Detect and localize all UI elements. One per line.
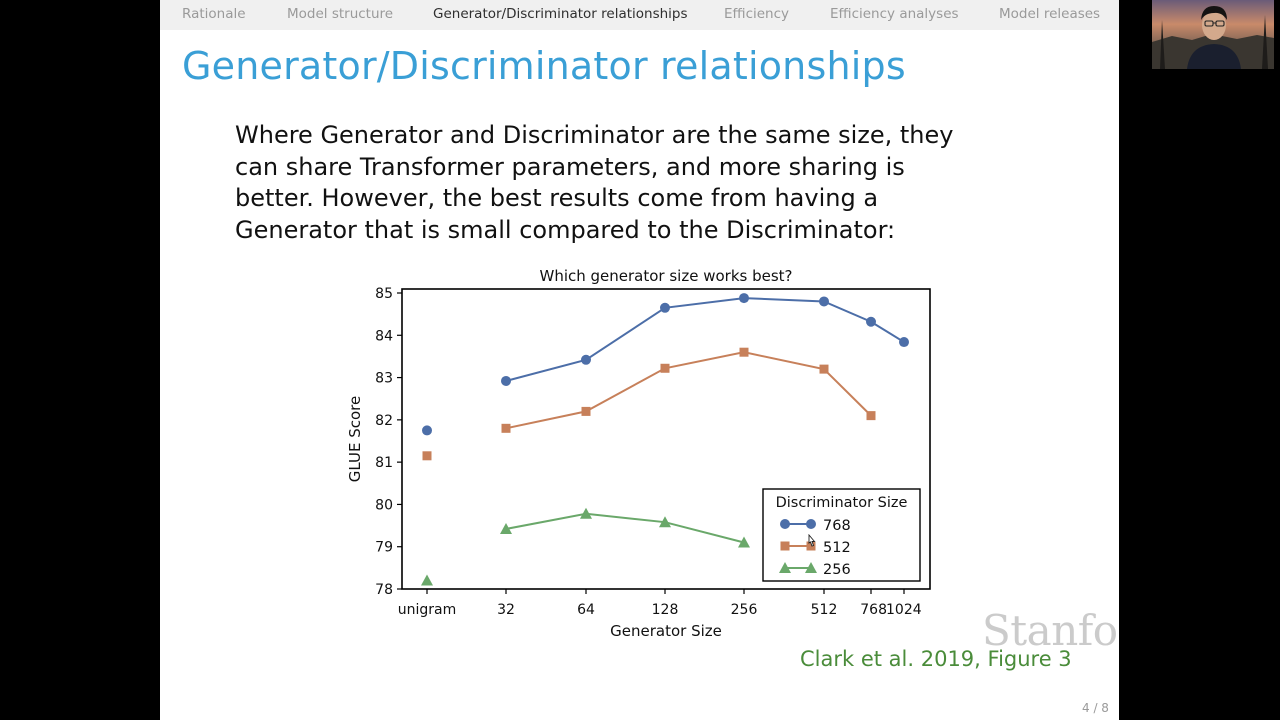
series-line-512 (505, 351, 872, 430)
nav-item-rationale[interactable]: Rationale (182, 6, 246, 22)
x-axis-label: Generator Size (610, 622, 722, 640)
body-line: better. However, the best results come f… (235, 184, 879, 212)
data-point-256 (580, 507, 592, 519)
legend-marker-256 (779, 562, 791, 573)
data-point-512 (866, 411, 876, 421)
legend-label-768: 768 (823, 518, 851, 534)
figure-citation: Clark et al. 2019, Figure 3 (800, 647, 1072, 671)
x-tick-label: unigram (398, 602, 457, 618)
data-point-768 (422, 425, 432, 436)
chart-frame (401, 288, 931, 590)
legend-marker-256 (805, 562, 817, 573)
y-tick-label: 79 (375, 540, 393, 556)
body-line: Where Generator and Discriminator are th… (235, 121, 954, 149)
slide-body-text: Where Generator and Discriminator are th… (235, 120, 1055, 246)
data-point-512 (422, 451, 432, 461)
y-tick-label: 84 (375, 328, 393, 344)
y-axis-label: GLUE Score (346, 396, 364, 482)
body-line: can share Transformer parameters, and mo… (235, 152, 905, 181)
x-tick-label: 768 (860, 602, 887, 618)
y-tick-label: 80 (375, 497, 393, 513)
data-point-768 (866, 316, 876, 327)
slide-title: Generator/Discriminator relationships (182, 44, 906, 88)
data-point-512 (660, 363, 670, 373)
series-line-768 (505, 297, 905, 382)
nav-item-model-releases[interactable]: Model releases (999, 6, 1101, 22)
section-navigation-bar: Rationale Model structure Generator/Disc… (160, 0, 1119, 30)
mouse-cursor-icon (806, 533, 818, 552)
data-point-512 (739, 347, 749, 357)
body-line: Generator that is small compared to the … (235, 215, 896, 244)
y-tick-label: 85 (375, 286, 393, 302)
x-tick-label: 256 (731, 602, 758, 618)
x-tick-label: 32 (497, 602, 515, 618)
presenter-video-icon (1152, 0, 1274, 69)
chart-title: Which generator size works best? (539, 267, 792, 285)
legend-label-256: 256 (823, 562, 851, 578)
data-point-768 (581, 354, 591, 365)
legend-label-512: 512 (823, 540, 851, 556)
legend-marker-512 (806, 541, 816, 551)
x-tick-label: 64 (577, 602, 595, 618)
series-line-256 (505, 512, 745, 544)
x-tick-label: 128 (652, 602, 679, 618)
x-tick-label: 512 (811, 602, 838, 618)
data-point-768 (501, 375, 511, 386)
y-tick-label: 83 (375, 371, 393, 387)
nav-item-model-structure[interactable]: Model structure (287, 6, 394, 22)
y-tick-label: 81 (375, 455, 393, 471)
data-point-768 (819, 296, 829, 307)
data-point-256 (659, 516, 671, 528)
y-tick-label: 82 (375, 413, 393, 429)
slide: Rationale Model structure Generator/Disc… (160, 0, 1119, 720)
data-point-512 (581, 406, 591, 416)
presenter-webcam (1152, 0, 1274, 69)
data-point-768 (899, 337, 909, 348)
y-tick-label: 78 (375, 582, 393, 598)
nav-item-efficiency-analyses[interactable]: Efficiency analyses (830, 6, 959, 22)
legend-marker-768 (806, 519, 816, 529)
legend-marker-768 (780, 519, 790, 529)
data-point-768 (739, 293, 749, 304)
nav-item-generator-discriminator[interactable]: Generator/Discriminator relationships (433, 6, 688, 22)
data-point-512 (501, 423, 511, 433)
data-point-256 (421, 574, 433, 586)
glue-score-chart: Which generator size works best? 78 79 80 81… (346, 267, 931, 640)
data-point-256 (500, 522, 512, 534)
stanford-watermark: Stanford (982, 606, 1119, 655)
data-point-512 (819, 364, 829, 374)
page-number: 4 / 8 (1082, 701, 1109, 715)
legend-title: Discriminator Size (776, 495, 908, 511)
nav-item-efficiency[interactable]: Efficiency (724, 6, 790, 22)
data-point-768 (660, 302, 670, 313)
legend-marker-512 (780, 541, 790, 551)
x-tick-label: 1024 (886, 602, 922, 618)
chart-legend (762, 488, 921, 582)
data-point-256 (738, 536, 750, 548)
